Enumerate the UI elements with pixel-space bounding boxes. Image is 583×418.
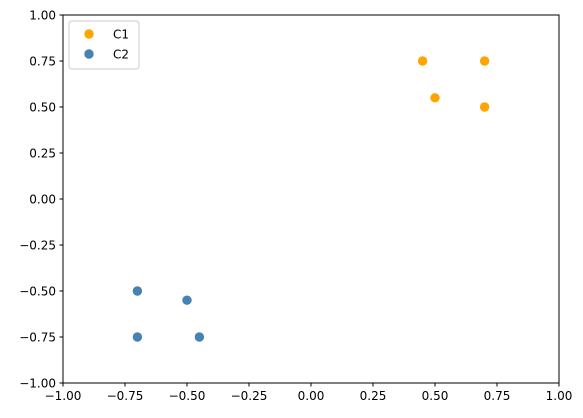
y-tick-label: 0.00 (29, 192, 56, 206)
x-tick-label: 0.00 (298, 389, 325, 403)
x-tick-label: 0.50 (422, 389, 449, 403)
x-tick-label: −0.75 (107, 389, 144, 403)
y-tick-label: −0.25 (19, 238, 56, 252)
point-c1 (479, 102, 490, 112)
x-tick-label: 0.25 (360, 389, 387, 403)
plot-frame (62, 14, 560, 384)
point-c2 (132, 286, 143, 296)
y-tick-label: 1.00 (29, 8, 56, 22)
y-tick-label: −1.00 (19, 376, 56, 390)
y-tick-label: 0.50 (29, 100, 56, 114)
plot-area (62, 14, 560, 384)
point-c1 (430, 93, 440, 103)
x-tick-label: 1.00 (546, 389, 573, 403)
x-tick-label: 0.75 (484, 389, 511, 403)
legend-marker-c2 (84, 49, 94, 59)
y-tick-label: 0.25 (29, 146, 56, 160)
y-tick-label: −0.50 (19, 284, 56, 298)
x-tick-label: −0.50 (169, 389, 206, 403)
x-tick-label: −0.25 (231, 389, 268, 403)
legend-label-c1: C1 (113, 27, 129, 41)
x-axis: −1.00 −0.75 −0.50 −0.25 0.00 0.25 0.50 0.75 1.00 (45, 383, 573, 403)
y-tick-label: −0.75 (19, 330, 56, 344)
legend-label-c2: C2 (113, 47, 129, 61)
x-tick-label: −1.00 (45, 389, 82, 403)
point-c2 (182, 295, 192, 305)
point-c1 (479, 56, 490, 66)
point-c2 (132, 332, 143, 342)
data-points (132, 56, 490, 342)
point-c2 (194, 332, 205, 342)
y-axis: −1.00 −0.75 −0.50 −0.25 0.00 0.25 0.50 0.75 1.00 (19, 8, 63, 390)
point-c1 (417, 56, 428, 66)
y-tick-label: 0.75 (29, 54, 56, 68)
legend-marker-c1 (84, 29, 94, 39)
